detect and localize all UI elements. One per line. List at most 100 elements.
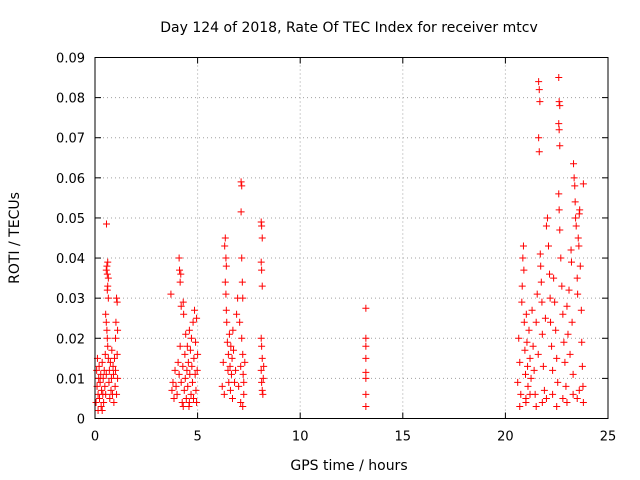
data-point <box>97 402 105 410</box>
data-point <box>574 234 582 242</box>
data-point <box>258 378 266 386</box>
data-point <box>167 290 175 298</box>
data-point <box>105 378 113 386</box>
data-point <box>236 318 244 326</box>
data-point <box>103 262 111 270</box>
data-point <box>362 402 370 410</box>
data-point <box>113 298 121 306</box>
data-point <box>555 74 563 82</box>
data-point <box>258 386 266 394</box>
data-point <box>532 402 540 410</box>
data-point <box>104 258 112 266</box>
data-point <box>239 402 247 410</box>
data-point <box>522 310 530 318</box>
data-point <box>258 234 266 242</box>
data-point <box>555 120 563 128</box>
y-tick-label: 0.09 <box>56 52 85 67</box>
data-point <box>181 350 189 358</box>
data-point <box>185 326 193 334</box>
data-point <box>171 366 179 374</box>
data-point <box>570 174 578 182</box>
data-point <box>239 294 247 302</box>
data-point <box>556 142 564 150</box>
data-point <box>563 398 571 406</box>
data-point <box>523 338 531 346</box>
data-point <box>537 262 545 270</box>
data-point <box>170 394 178 402</box>
y-tick-label: 0.01 <box>56 372 85 387</box>
data-point <box>105 366 113 374</box>
data-point <box>536 250 544 258</box>
data-point <box>535 148 543 156</box>
data-point <box>104 274 112 282</box>
data-point <box>539 362 547 370</box>
data-point <box>101 350 109 358</box>
data-point <box>113 390 121 398</box>
data-point <box>522 370 530 378</box>
data-point <box>176 266 184 274</box>
data-point <box>176 342 184 350</box>
data-point <box>556 102 564 110</box>
data-point <box>517 390 525 398</box>
data-point <box>222 306 230 314</box>
data-point <box>191 306 199 314</box>
data-point <box>535 86 543 94</box>
data-point <box>529 342 537 350</box>
data-point <box>576 206 584 214</box>
data-point <box>563 302 571 310</box>
data-point <box>569 390 577 398</box>
data-point <box>179 362 187 370</box>
axis-ticks: 0 0.01 0.02 0.03 0.04 0.05 0.06 0.07 0.08 0.09 0 5 1… <box>56 52 616 445</box>
data-point <box>567 258 575 266</box>
data-point <box>540 386 548 394</box>
data-point <box>190 354 198 362</box>
data-point <box>362 368 370 376</box>
data-point <box>556 226 564 234</box>
data-point <box>238 278 246 286</box>
data-point <box>533 290 541 298</box>
data-point <box>172 382 180 390</box>
data-point <box>95 362 103 370</box>
data-point <box>181 374 189 382</box>
data-point <box>524 382 532 390</box>
data-point <box>168 386 176 394</box>
data-point <box>226 386 234 394</box>
data-point <box>362 342 370 350</box>
data-point <box>176 278 184 286</box>
data-point <box>555 190 563 198</box>
data-point <box>225 330 233 338</box>
data-point <box>560 338 568 346</box>
data-point <box>102 220 110 228</box>
data-point <box>535 134 543 142</box>
data-point <box>524 362 532 370</box>
data-point <box>536 98 544 106</box>
data-point <box>579 382 587 390</box>
data-point <box>579 180 587 188</box>
data-point <box>104 282 112 290</box>
data-point <box>192 338 200 346</box>
data-point <box>177 270 185 278</box>
x-tick-label: 0 <box>91 430 99 445</box>
data-point <box>180 386 188 394</box>
data-point <box>107 374 115 382</box>
y-tick-label: 0.08 <box>56 92 85 107</box>
data-point <box>223 338 231 346</box>
data-point <box>92 398 100 406</box>
data-point <box>169 378 177 386</box>
x-tick-label: 25 <box>600 430 617 445</box>
data-point <box>230 346 238 354</box>
data-point <box>518 298 526 306</box>
data-point <box>544 242 552 250</box>
data-point <box>572 214 580 222</box>
data-point <box>102 370 110 378</box>
data-point <box>228 394 236 402</box>
data-point <box>114 326 122 334</box>
data-point <box>564 330 572 338</box>
data-point <box>222 290 230 298</box>
data-point <box>516 358 524 366</box>
data-point <box>542 222 550 230</box>
data-point <box>239 350 247 358</box>
data-point <box>555 126 563 134</box>
data-point <box>193 314 201 322</box>
data-point <box>103 270 111 278</box>
